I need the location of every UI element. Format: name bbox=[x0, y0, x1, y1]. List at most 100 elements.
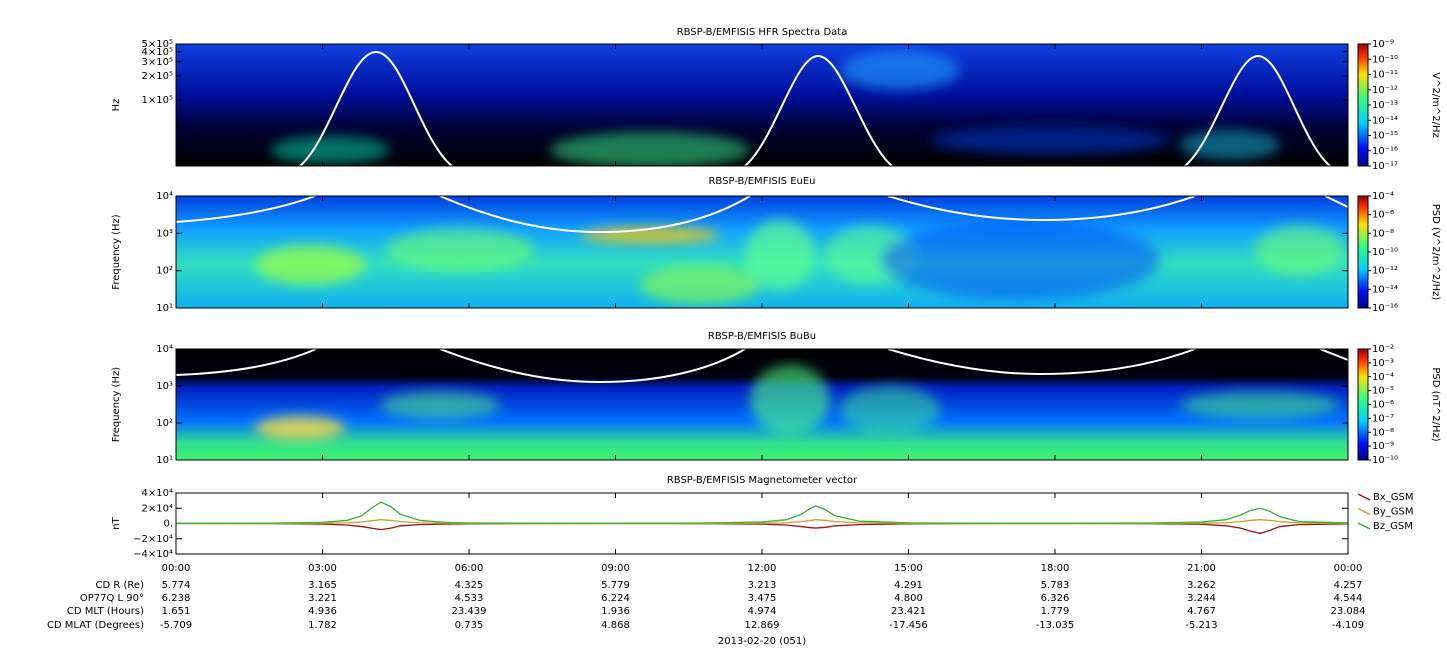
colorbar-label: PSD (V^2/m^2/Hz) bbox=[1430, 204, 1441, 301]
colorbar-tick-label: 10⁻¹⁴ bbox=[1372, 284, 1398, 295]
ephemeris-value: -17.456 bbox=[889, 620, 928, 631]
ephemeris-value: 1.936 bbox=[601, 606, 630, 617]
legend-swatch bbox=[1357, 522, 1371, 530]
colorbar-tick-label: 10⁻⁹ bbox=[1372, 441, 1394, 452]
panel-title: RBSP-B/EMFISIS EuEu bbox=[708, 176, 815, 187]
colorbar-tick-label: 10⁻¹⁶ bbox=[1372, 303, 1398, 314]
ephemeris-value: -13.035 bbox=[1036, 620, 1075, 631]
hfr-texture bbox=[270, 50, 1280, 166]
ephemeris-value: 4.800 bbox=[894, 593, 923, 604]
ephemeris-value: 4.325 bbox=[455, 580, 484, 591]
x-tick-label: 00:00 bbox=[162, 563, 191, 574]
y-tick-label: 3×10⁵ bbox=[142, 57, 173, 68]
x-tick-label: 09:00 bbox=[601, 563, 630, 574]
ephemeris-value: 3.165 bbox=[308, 580, 337, 591]
x-tick-label: 21:00 bbox=[1187, 563, 1216, 574]
colorbar-tick-label: 10⁻⁴ bbox=[1372, 372, 1394, 383]
y-tick-label: 2×10⁴ bbox=[142, 503, 173, 514]
y-tick-label: 0. bbox=[163, 519, 173, 530]
colorbar bbox=[1357, 195, 1369, 309]
colorbar-tick-label: 10⁻¹³ bbox=[1372, 100, 1398, 111]
ephemeris-value: 4.767 bbox=[1187, 606, 1216, 617]
y-tick-label: 10⁴ bbox=[156, 191, 173, 202]
y-tick-label: 5×10⁵ bbox=[142, 39, 173, 50]
ephemeris-value: -4.109 bbox=[1332, 620, 1364, 631]
y-axis-label: Frequency (Hz) bbox=[111, 367, 122, 443]
legend-label: By_GSM bbox=[1373, 507, 1414, 518]
ephemeris-value: 0.735 bbox=[455, 620, 484, 631]
ephemeris-value: -5.709 bbox=[160, 620, 192, 631]
y-tick-label: 10³ bbox=[156, 228, 173, 239]
ephemeris-label: CD R (Re) bbox=[96, 580, 145, 591]
y-tick-label: 10¹ bbox=[156, 455, 173, 466]
eueu-texture bbox=[255, 220, 1345, 305]
ephemeris-value: 23.439 bbox=[452, 606, 487, 617]
ephemeris-value: 23.084 bbox=[1331, 606, 1366, 617]
colorbar-tick-label: 10⁻³ bbox=[1372, 358, 1394, 369]
date-label: 2013-02-20 (051) bbox=[718, 636, 806, 647]
colorbar-tick-label: 10⁻¹⁶ bbox=[1372, 146, 1398, 157]
colorbar-label: PSD (nT^2/Hz) bbox=[1430, 367, 1441, 441]
x-tick-label: 15:00 bbox=[894, 563, 923, 574]
colorbar-tick-label: 10⁻⁶ bbox=[1372, 210, 1394, 221]
ephemeris-value: 4.868 bbox=[601, 620, 630, 631]
ephemeris-value: 1.779 bbox=[1041, 606, 1070, 617]
ephemeris-value: 3.244 bbox=[1187, 593, 1216, 604]
colorbar-tick-label: 10⁻¹² bbox=[1372, 85, 1398, 96]
colorbar-tick-label: 10⁻¹⁰ bbox=[1372, 247, 1398, 258]
y-axis-label: Frequency (Hz) bbox=[111, 214, 122, 290]
series-line bbox=[176, 522, 1349, 535]
colorbar-tick-label: 10⁻² bbox=[1372, 344, 1394, 355]
series-line bbox=[176, 519, 1349, 525]
legend-swatch bbox=[1357, 493, 1371, 501]
y-tick-label: −4×10⁴ bbox=[133, 549, 173, 560]
bubu-texture bbox=[255, 365, 1340, 440]
colorbar-tick-label: 10⁻⁶ bbox=[1372, 400, 1394, 411]
y-tick-label: 4×10⁵ bbox=[142, 47, 173, 58]
panel-title: RBSP-B/EMFISIS BuBu bbox=[708, 331, 816, 342]
ephemeris-value: 4.533 bbox=[455, 593, 484, 604]
ephemeris-value: 6.224 bbox=[601, 593, 630, 604]
colorbar-tick-label: 10⁻⁷ bbox=[1372, 413, 1394, 424]
ephemeris-value: 1.782 bbox=[308, 620, 337, 631]
colorbar-label: V^2/m^2/Hz bbox=[1430, 72, 1441, 138]
ephemeris-value: 4.936 bbox=[308, 606, 337, 617]
colorbar-tick-label: 10⁻¹⁵ bbox=[1372, 131, 1398, 142]
legend-swatch bbox=[1357, 507, 1371, 516]
ephemeris-value: 6.238 bbox=[162, 593, 191, 604]
ephemeris-value: 4.291 bbox=[894, 580, 923, 591]
colorbar-tick-label: 10⁻¹⁷ bbox=[1372, 161, 1398, 172]
colorbar-tick-label: 10⁻¹¹ bbox=[1372, 70, 1398, 81]
ephemeris-value: 5.774 bbox=[162, 580, 191, 591]
legend-label: Bz_GSM bbox=[1373, 521, 1413, 532]
ephemeris-value: 4.257 bbox=[1334, 580, 1363, 591]
reference-curves bbox=[176, 50, 1348, 384]
ephemeris-value: 3.475 bbox=[748, 593, 777, 604]
colorbar bbox=[1357, 43, 1369, 167]
x-tick-label: 06:00 bbox=[455, 563, 484, 574]
x-tick-label: 12:00 bbox=[748, 563, 777, 574]
x-tick-label: 18:00 bbox=[1041, 563, 1070, 574]
ephemeris-label: CD MLAT (Degrees) bbox=[47, 620, 144, 631]
ephemeris-value: 1.651 bbox=[162, 606, 191, 617]
colorbar-tick-label: 10⁻¹⁰ bbox=[1372, 54, 1398, 65]
colorbar-tick-label: 10⁻¹² bbox=[1372, 266, 1398, 277]
x-tick-label: 03:00 bbox=[308, 563, 337, 574]
y-tick-label: 10⁴ bbox=[156, 344, 173, 355]
y-tick-label: −2×10⁴ bbox=[133, 534, 173, 545]
y-tick-label: 10² bbox=[156, 418, 173, 429]
ephemeris-value: 5.783 bbox=[1041, 580, 1070, 591]
colorbar-tick-label: 10⁻⁸ bbox=[1372, 228, 1394, 239]
colorbar-tick-label: 10⁻⁵ bbox=[1372, 386, 1394, 397]
ephemeris-value: 12.869 bbox=[745, 620, 780, 631]
colorbar bbox=[1357, 348, 1369, 461]
y-tick-label: 10¹ bbox=[156, 303, 173, 314]
ephemeris-value: 4.544 bbox=[1334, 593, 1363, 604]
ephemeris-value: 4.974 bbox=[748, 606, 777, 617]
ephemeris-label: OP77Q L 90° bbox=[80, 593, 144, 604]
colorbar-tick-label: 10⁻¹⁰ bbox=[1372, 455, 1398, 466]
panel-title: RBSP-B/EMFISIS HFR Spectra Data bbox=[677, 27, 848, 38]
colorbar-tick-label: 10⁻⁴ bbox=[1372, 191, 1394, 202]
ephemeris-value: 3.221 bbox=[308, 593, 337, 604]
y-tick-label: 4×10⁴ bbox=[142, 488, 173, 499]
